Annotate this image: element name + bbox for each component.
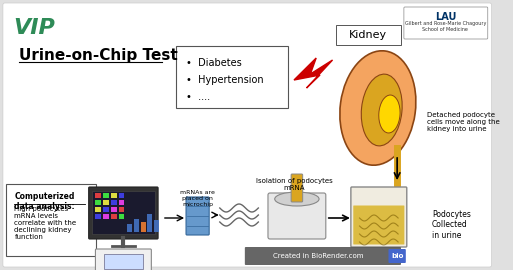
Text: Gilbert and Rose-Marie Chagoury
School of Medicine: Gilbert and Rose-Marie Chagoury School o…: [405, 21, 486, 32]
FancyBboxPatch shape: [95, 214, 101, 219]
FancyBboxPatch shape: [141, 222, 146, 232]
FancyBboxPatch shape: [92, 191, 155, 234]
FancyBboxPatch shape: [119, 200, 124, 205]
FancyBboxPatch shape: [103, 207, 109, 212]
Text: Created in BioRender.com: Created in BioRender.com: [273, 253, 363, 259]
FancyBboxPatch shape: [154, 220, 159, 232]
FancyBboxPatch shape: [351, 187, 407, 247]
Text: •  Diabetes: • Diabetes: [186, 58, 242, 68]
FancyBboxPatch shape: [6, 184, 96, 256]
Ellipse shape: [275, 192, 319, 206]
FancyBboxPatch shape: [388, 249, 406, 263]
FancyBboxPatch shape: [111, 193, 116, 198]
FancyBboxPatch shape: [186, 197, 209, 235]
FancyBboxPatch shape: [147, 214, 152, 232]
FancyBboxPatch shape: [127, 224, 132, 232]
FancyBboxPatch shape: [268, 193, 326, 239]
Text: bio: bio: [391, 253, 403, 259]
Text: Isolation of podocytes
mRNA: Isolation of podocytes mRNA: [255, 178, 332, 191]
FancyBboxPatch shape: [111, 207, 116, 212]
Text: Computerized
data analysis:: Computerized data analysis:: [14, 192, 75, 211]
FancyBboxPatch shape: [111, 200, 116, 205]
FancyBboxPatch shape: [176, 46, 288, 108]
Text: Detached podocyte
cells move along the
kidney into urine: Detached podocyte cells move along the k…: [427, 112, 500, 132]
Text: High podocytes
mRNA levels
correlate with the
declining kidney
function: High podocytes mRNA levels correlate wit…: [14, 206, 76, 240]
FancyBboxPatch shape: [3, 3, 491, 267]
Text: LAU: LAU: [435, 12, 456, 22]
Text: Urine-on-Chip Test: Urine-on-Chip Test: [19, 48, 178, 63]
FancyBboxPatch shape: [104, 254, 143, 268]
Text: •  Hypertension: • Hypertension: [186, 75, 264, 85]
FancyBboxPatch shape: [103, 200, 109, 205]
FancyBboxPatch shape: [95, 207, 101, 212]
FancyBboxPatch shape: [103, 214, 109, 219]
FancyBboxPatch shape: [119, 207, 124, 212]
FancyBboxPatch shape: [291, 174, 303, 202]
FancyBboxPatch shape: [95, 193, 101, 198]
FancyBboxPatch shape: [353, 205, 404, 245]
FancyBboxPatch shape: [245, 247, 401, 265]
FancyBboxPatch shape: [111, 214, 116, 219]
FancyBboxPatch shape: [103, 193, 109, 198]
FancyBboxPatch shape: [95, 249, 151, 270]
FancyBboxPatch shape: [89, 187, 158, 239]
Ellipse shape: [361, 74, 402, 146]
Text: Kidney: Kidney: [349, 30, 387, 40]
FancyBboxPatch shape: [404, 7, 488, 39]
Text: VIP: VIP: [13, 18, 55, 38]
FancyBboxPatch shape: [95, 200, 101, 205]
Text: mRNAs are
placed on
microchip: mRNAs are placed on microchip: [180, 190, 215, 207]
Text: Podocytes
Collected
in urine: Podocytes Collected in urine: [432, 210, 471, 240]
FancyBboxPatch shape: [134, 219, 139, 232]
FancyBboxPatch shape: [337, 25, 401, 45]
FancyBboxPatch shape: [119, 214, 124, 219]
Polygon shape: [294, 58, 332, 88]
Ellipse shape: [379, 95, 400, 133]
Text: •  ....: • ....: [186, 92, 210, 102]
FancyBboxPatch shape: [119, 193, 124, 198]
Ellipse shape: [340, 51, 416, 165]
